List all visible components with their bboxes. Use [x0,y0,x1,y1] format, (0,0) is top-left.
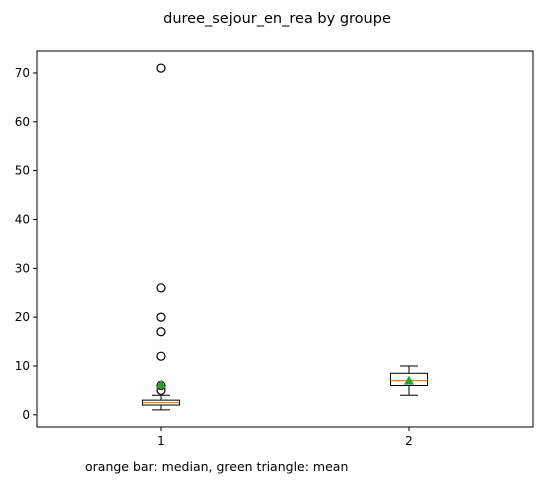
y-tick-label: 30 [15,261,30,275]
y-tick-label: 70 [15,66,30,80]
x-tick-label: 1 [157,434,165,448]
outlier-point [156,283,166,293]
mean-marker [404,375,414,385]
y-tick-label: 20 [15,310,30,324]
y-tick-label: 50 [15,164,30,178]
outlier-point [156,63,166,73]
box-series [142,63,428,411]
y-tick-label: 40 [15,212,30,226]
y-tick-label: 0 [22,408,30,422]
y-axis: 0 10 20 30 40 50 60 70 [15,66,37,422]
box-iqr [390,372,428,386]
box-2 [390,365,428,396]
chart-title: duree_sejour_en_rea by groupe [163,11,391,27]
y-tick-label: 60 [15,115,30,129]
outlier-point [156,327,166,337]
box-1 [142,63,180,411]
outlier-point [156,351,166,361]
chart-caption: orange bar: median, green triangle: mean [85,459,348,474]
y-tick-label: 10 [15,359,30,373]
outlier-point [156,312,166,322]
plot-area-frame [36,50,534,428]
mean-marker [156,379,166,389]
x-tick-label: 2 [405,434,413,448]
